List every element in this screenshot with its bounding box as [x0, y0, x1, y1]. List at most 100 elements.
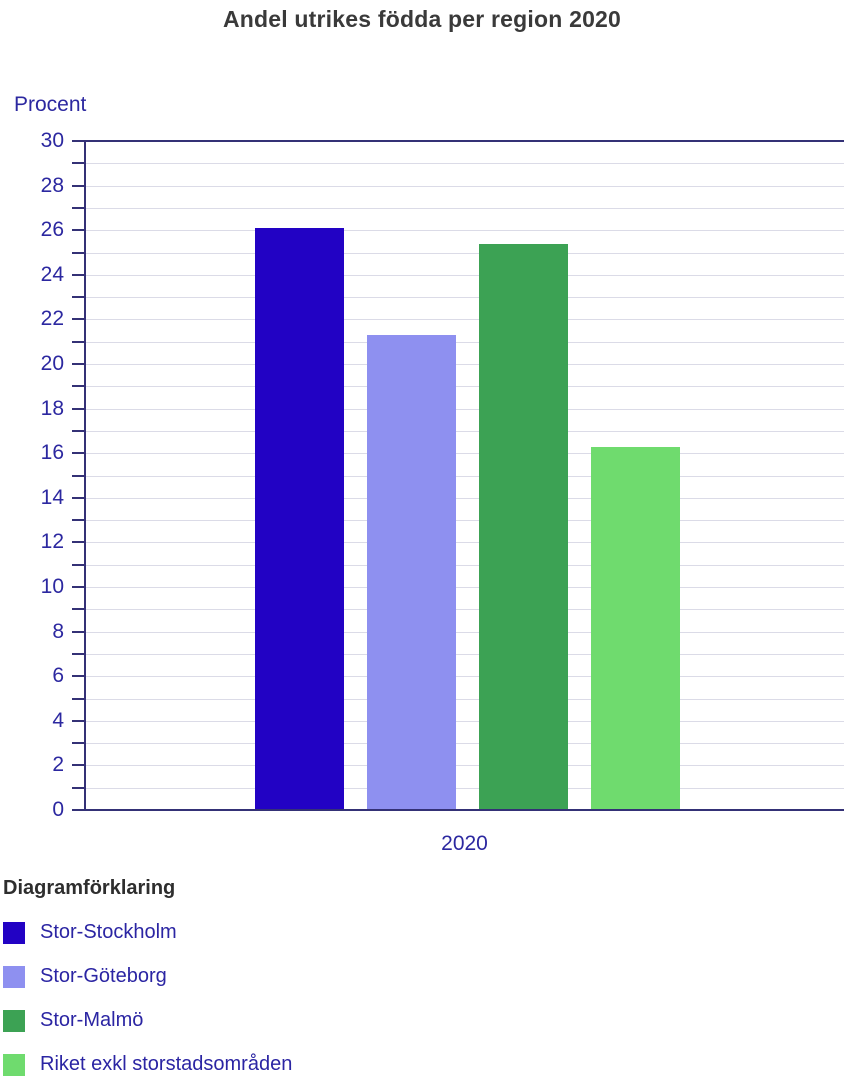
y-tick-label-30: 30 — [40, 129, 64, 152]
plot-area — [84, 140, 844, 811]
bar-riket-exkl-storstadsomr-den — [591, 447, 680, 810]
y-tick-5 — [72, 697, 85, 700]
y-tick-7 — [72, 652, 85, 655]
y-tick-23 — [72, 296, 85, 299]
legend-item-stor-malm: Stor-Malmö — [3, 1009, 292, 1032]
y-tick-22 — [72, 318, 85, 321]
y-tick-label-24: 24 — [40, 262, 64, 286]
legend-items: Stor-Stockholm Stor-Göteborg Stor-Malmö Rik… — [3, 921, 292, 1076]
legend-label-stor-g-teborg: Stor-Göteborg — [40, 965, 167, 987]
y-tick-13 — [72, 519, 85, 522]
y-tick-0 — [72, 809, 85, 811]
gridline-4 — [85, 720, 844, 722]
y-tick-10 — [72, 586, 85, 588]
y-tick-30 — [72, 140, 85, 142]
y-tick-label-14: 14 — [40, 485, 64, 509]
y-tick-label-2: 2 — [52, 753, 64, 777]
y-tick-label-12: 12 — [40, 530, 64, 554]
gridline-27 — [85, 207, 844, 209]
gridline-9 — [85, 609, 844, 611]
legend-swatch-stor-g-teborg — [3, 965, 25, 988]
legend-swatch-stor-malm — [3, 1009, 25, 1032]
y-tick-1 — [72, 786, 85, 789]
y-tick-24 — [72, 273, 85, 276]
y-tick-label-0: 0 — [52, 798, 64, 821]
legend-item-stor-stockholm: Stor-Stockholm — [3, 921, 292, 944]
gridline-11 — [85, 564, 844, 566]
gridline-2 — [85, 765, 844, 767]
legend-item-riket-exkl-storstadsomr-den: Riket exkl storstadsområden — [3, 1053, 292, 1076]
y-tick-25 — [72, 251, 85, 254]
y-tick-8 — [72, 630, 85, 633]
y-tick-14 — [72, 496, 85, 499]
x-axis-category-label: 2020 — [441, 832, 488, 855]
y-tick-label-26: 26 — [40, 218, 64, 242]
gridline-20 — [85, 364, 844, 365]
legend-label-riket-exkl-storstadsomr-den: Riket exkl storstadsområden — [40, 1053, 293, 1075]
y-tick-12 — [72, 541, 85, 544]
gridline-1 — [85, 787, 844, 789]
y-tick-17 — [72, 429, 85, 432]
y-tick-18 — [72, 407, 85, 410]
y-tick-15 — [72, 474, 85, 477]
y-tick-11 — [72, 563, 85, 566]
legend-label-stor-malm: Stor-Malmö — [40, 1009, 144, 1031]
y-tick-label-20: 20 — [40, 352, 64, 375]
y-tick-label-28: 28 — [40, 173, 64, 197]
y-tick-label-8: 8 — [52, 619, 64, 643]
y-tick-21 — [72, 340, 85, 343]
gridline-14 — [85, 497, 844, 499]
gridline-6 — [85, 676, 844, 678]
gridline-19 — [85, 386, 844, 388]
bar-stor-stockholm — [255, 228, 344, 810]
gridline-28 — [85, 185, 844, 187]
gridline-17 — [85, 430, 844, 432]
gridline-16 — [85, 453, 844, 455]
y-tick-label-4: 4 — [52, 708, 64, 732]
y-tick-9 — [72, 608, 85, 611]
y-axis-title: Procent — [14, 93, 87, 116]
y-tick-6 — [72, 675, 85, 678]
y-tick-19 — [72, 385, 85, 388]
legend-swatch-stor-stockholm — [3, 921, 25, 944]
y-tick-4 — [72, 719, 85, 722]
gridline-15 — [85, 475, 844, 477]
legend-label-stor-stockholm: Stor-Stockholm — [40, 921, 177, 943]
gridline-24 — [85, 274, 844, 276]
y-tick-label-22: 22 — [40, 307, 64, 331]
x-axis-line — [85, 809, 844, 811]
gridline-22 — [85, 319, 844, 321]
gridline-5 — [85, 698, 844, 700]
gridline-29 — [85, 163, 844, 165]
legend-title: Diagramförklaring — [3, 877, 176, 899]
y-tick-label-6: 6 — [52, 664, 64, 688]
gridline-26 — [85, 230, 844, 232]
y-tick-3 — [72, 742, 85, 745]
y-axis-line — [84, 141, 86, 810]
y-tick-27 — [72, 206, 85, 209]
bar-stor-malm — [479, 244, 568, 810]
gridline-12 — [85, 542, 844, 544]
gridline-18 — [85, 408, 844, 410]
y-tick-label-18: 18 — [40, 396, 64, 420]
y-tick-label-16: 16 — [40, 441, 64, 465]
y-tick-20 — [72, 363, 85, 365]
gridline-7 — [85, 653, 844, 655]
y-tick-2 — [72, 764, 85, 767]
gridline-8 — [85, 631, 844, 633]
legend-item-stor-g-teborg: Stor-Göteborg — [3, 965, 292, 988]
y-tick-26 — [72, 229, 85, 232]
legend-swatch-riket-exkl-storstadsomr-den — [3, 1053, 25, 1076]
bar-stor-g-teborg — [367, 335, 456, 810]
gridline-10 — [85, 587, 844, 588]
legend: Diagramförklaring Stor-Stockholm Stor-Göt… — [3, 877, 292, 1080]
gridline-3 — [85, 743, 844, 745]
gridline-21 — [85, 341, 844, 343]
gridline-23 — [85, 297, 844, 299]
gridline-13 — [85, 520, 844, 522]
chart-title: Andel utrikes födda per region 2020 — [222, 6, 622, 32]
y-tick-16 — [72, 452, 85, 455]
y-tick-29 — [72, 162, 85, 165]
y-tick-label-10: 10 — [40, 575, 64, 598]
